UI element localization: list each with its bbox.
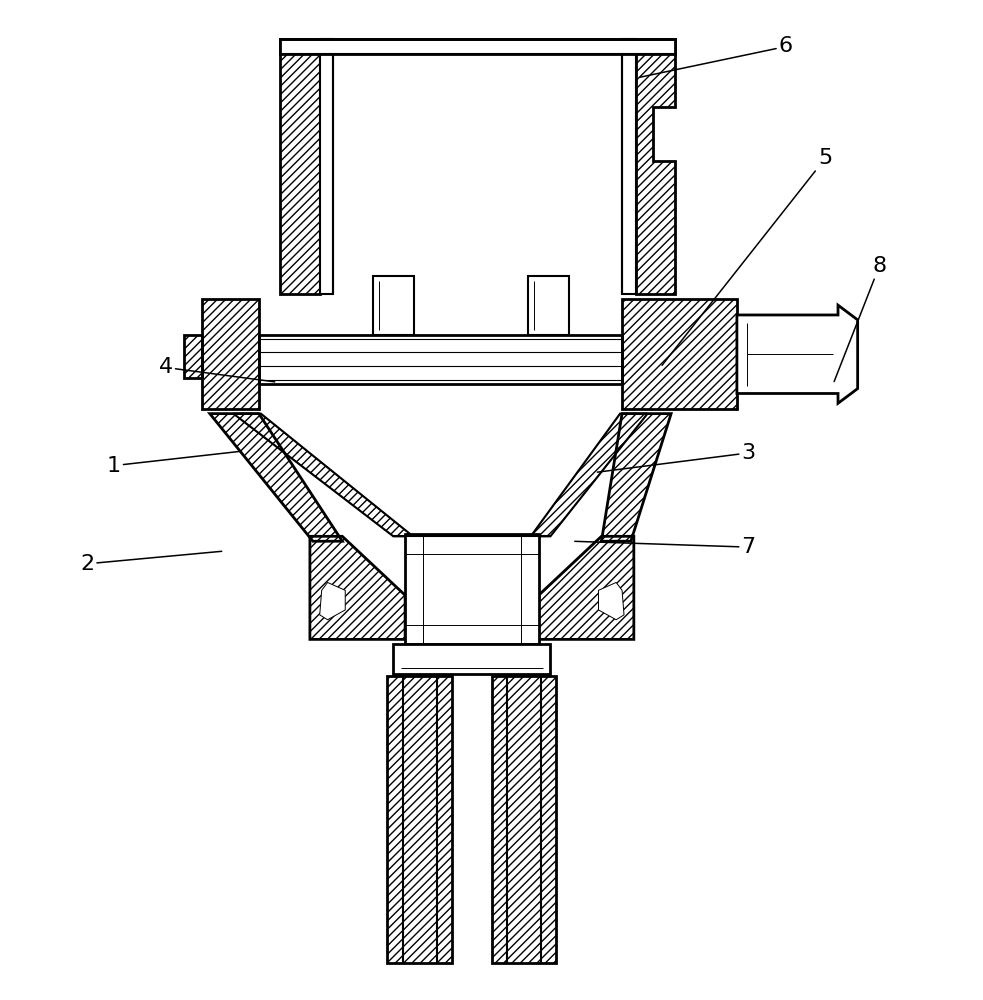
Polygon shape (319, 582, 345, 620)
Polygon shape (622, 299, 737, 409)
Polygon shape (393, 644, 550, 674)
Polygon shape (539, 536, 634, 639)
Polygon shape (373, 276, 414, 335)
Polygon shape (184, 335, 202, 378)
Text: 2: 2 (80, 551, 222, 574)
Polygon shape (602, 414, 671, 541)
Polygon shape (319, 39, 333, 294)
Polygon shape (531, 414, 648, 536)
Text: 3: 3 (598, 443, 756, 472)
Polygon shape (280, 39, 675, 54)
Polygon shape (492, 676, 556, 963)
Polygon shape (528, 276, 569, 335)
Polygon shape (636, 39, 675, 294)
Polygon shape (280, 39, 319, 294)
Polygon shape (745, 323, 831, 386)
Polygon shape (233, 414, 413, 536)
Text: 6: 6 (640, 36, 793, 77)
Text: 4: 4 (158, 357, 275, 382)
Text: 8: 8 (835, 256, 887, 382)
Polygon shape (423, 554, 521, 625)
Text: 7: 7 (575, 537, 756, 557)
Polygon shape (599, 582, 624, 620)
Polygon shape (387, 676, 452, 963)
Polygon shape (622, 39, 636, 294)
Polygon shape (405, 534, 539, 644)
Polygon shape (202, 299, 259, 409)
Polygon shape (310, 536, 405, 639)
Polygon shape (737, 305, 857, 403)
Polygon shape (209, 414, 342, 541)
Text: 5: 5 (663, 148, 833, 365)
Text: 1: 1 (106, 451, 242, 476)
